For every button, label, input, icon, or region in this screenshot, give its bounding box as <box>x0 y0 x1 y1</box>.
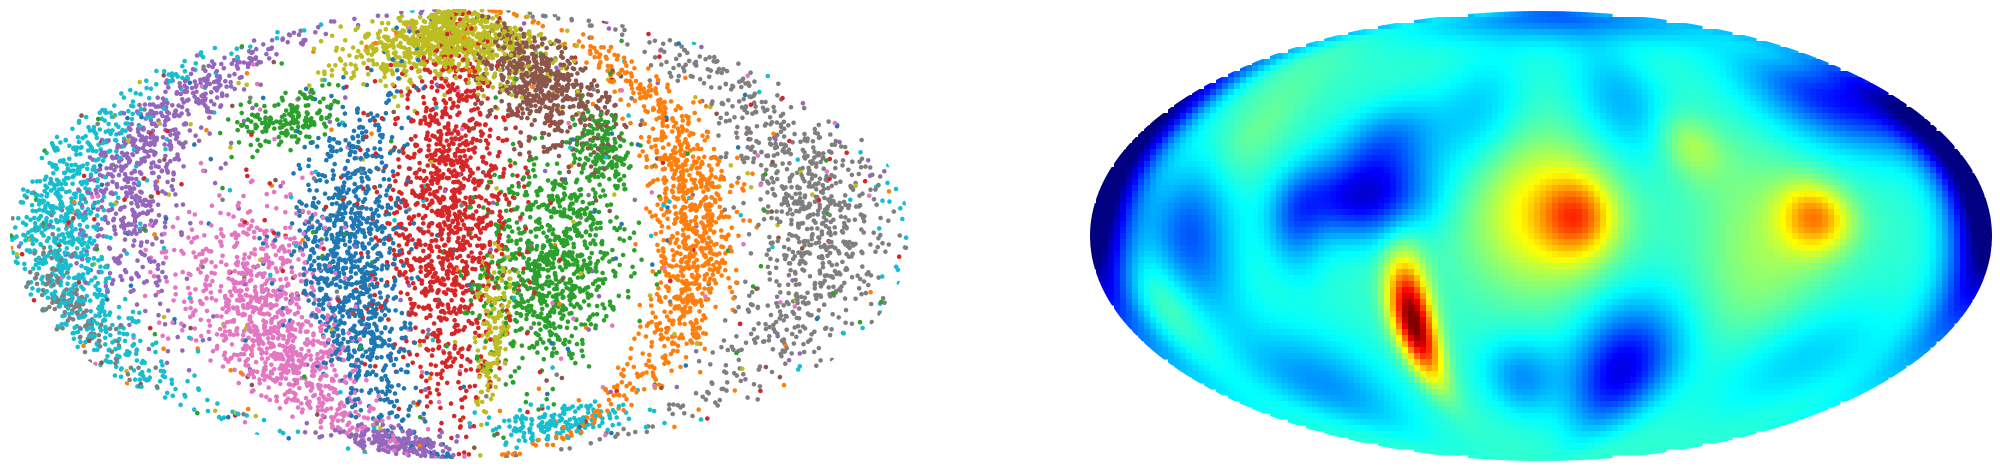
scatter-point <box>598 225 603 231</box>
scatter-point <box>514 310 519 316</box>
scatter-point <box>481 255 487 261</box>
scatter-point <box>168 158 173 164</box>
scatter-point <box>580 199 585 205</box>
scatter-point <box>671 257 676 263</box>
scatter-point <box>546 283 552 289</box>
scatter-point <box>640 149 645 154</box>
scatter-point <box>644 370 649 375</box>
scatter-point <box>632 336 637 342</box>
scatter-point <box>617 236 622 241</box>
scatter-point <box>641 89 647 95</box>
scatter-point <box>590 187 596 192</box>
scatter-point <box>705 134 710 140</box>
scatter-point <box>475 106 481 111</box>
scatter-point <box>607 176 612 182</box>
scatter-point <box>545 162 550 167</box>
scatter-point <box>110 277 116 283</box>
scatter-point <box>444 380 450 386</box>
scatter-point <box>417 160 422 166</box>
scatter-point <box>374 327 380 333</box>
scatter-point <box>531 167 536 173</box>
scatter-point <box>283 194 289 199</box>
scatter-point <box>653 86 658 91</box>
scatter-point <box>503 382 509 387</box>
scatter-point <box>668 99 674 104</box>
scatter-point <box>361 415 367 420</box>
scatter-point <box>108 235 113 241</box>
scatter-point <box>320 83 325 88</box>
scatter-points <box>10 9 909 459</box>
scatter-point <box>457 142 463 148</box>
scatter-point <box>519 115 524 121</box>
scatter-point <box>604 203 610 208</box>
scatter-point <box>244 124 250 130</box>
scatter-point <box>586 302 592 308</box>
scatter-point <box>461 222 467 228</box>
scatter-point <box>421 203 427 209</box>
scatter-point <box>276 134 282 140</box>
scatter-point <box>409 65 414 71</box>
scatter-point <box>604 313 609 319</box>
scatter-point <box>428 362 434 367</box>
scatter-point <box>112 103 117 108</box>
scatter-point <box>644 157 650 163</box>
scatter-point <box>224 319 230 325</box>
scatter-point <box>459 218 465 223</box>
scatter-point <box>246 129 251 134</box>
scatter-point <box>579 337 585 343</box>
scatter-point <box>323 328 329 333</box>
scatter-point <box>483 198 489 203</box>
scatter-point <box>518 237 523 242</box>
scatter-point <box>472 383 478 389</box>
scatter-point <box>401 272 406 277</box>
scatter-point <box>427 137 432 143</box>
scatter-point <box>570 207 576 212</box>
scatter-point <box>623 186 628 192</box>
scatter-point <box>198 317 204 323</box>
scatter-point <box>272 126 277 131</box>
scatter-point <box>727 189 733 195</box>
scatter-point <box>445 276 451 281</box>
scatter-point <box>271 189 277 195</box>
scatter-point <box>531 162 537 167</box>
scatter-point <box>532 136 538 141</box>
scatter-point <box>247 99 252 105</box>
scatter-point <box>618 97 623 102</box>
cluster-scatter-map <box>10 9 909 459</box>
scatter-point <box>713 304 718 310</box>
scatter-point <box>229 51 234 56</box>
